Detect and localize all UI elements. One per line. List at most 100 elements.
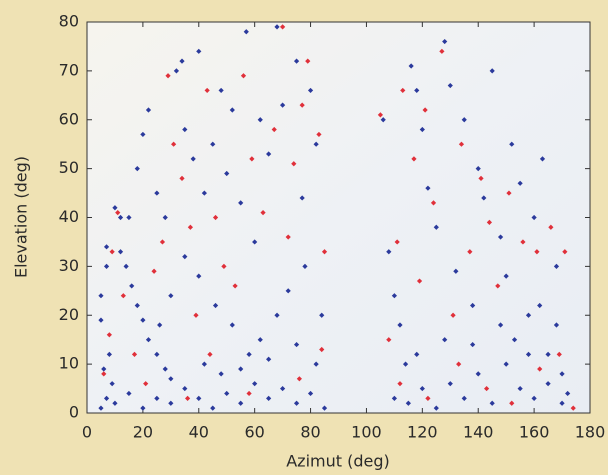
scatter-point bbox=[285, 234, 291, 240]
scatter-point bbox=[168, 376, 174, 382]
scatter-point bbox=[218, 87, 224, 94]
scatter-point bbox=[182, 126, 188, 133]
scatter-point bbox=[249, 156, 255, 162]
scatter-point bbox=[274, 24, 280, 30]
scatter-point bbox=[229, 107, 235, 113]
scatter-point bbox=[210, 141, 216, 147]
scatter-point bbox=[140, 405, 146, 411]
scatter-point bbox=[154, 190, 160, 196]
scatter-point bbox=[257, 337, 263, 343]
scatter-point bbox=[131, 351, 138, 357]
scatter-point bbox=[280, 102, 286, 108]
y-tick-label: 60 bbox=[59, 109, 79, 128]
scatter-point bbox=[545, 351, 551, 357]
scatter-point bbox=[154, 395, 160, 401]
scatter-point bbox=[123, 263, 129, 269]
scatter-point bbox=[171, 141, 177, 147]
scatter-point bbox=[391, 395, 397, 401]
scatter-point bbox=[495, 283, 501, 289]
scatter-point bbox=[453, 268, 459, 274]
scatter-point bbox=[293, 400, 300, 406]
scatter-point bbox=[467, 249, 473, 255]
scatter-point bbox=[380, 117, 386, 123]
scatter-point bbox=[201, 361, 207, 367]
scatter-point bbox=[377, 112, 384, 118]
scatter-point bbox=[117, 214, 124, 221]
scatter-point bbox=[257, 117, 263, 123]
scatter-point bbox=[134, 302, 140, 309]
scatter-point bbox=[120, 293, 126, 299]
scatter-point bbox=[503, 273, 509, 279]
scatter-point bbox=[562, 249, 568, 255]
scatter-point bbox=[246, 390, 252, 397]
scatter-point bbox=[402, 361, 409, 367]
scatter-point bbox=[168, 400, 174, 406]
scatter-point bbox=[159, 239, 166, 245]
scatter-point bbox=[531, 214, 537, 221]
scatter-point bbox=[305, 58, 311, 64]
x-tick-label: 160 bbox=[519, 423, 550, 442]
x-tick-label: 0 bbox=[82, 423, 92, 442]
scatter-point bbox=[531, 395, 537, 401]
scatter-point bbox=[548, 224, 554, 230]
scatter-point bbox=[196, 395, 202, 401]
scatter-point bbox=[470, 302, 476, 309]
scatter-point bbox=[425, 185, 431, 191]
scatter-point bbox=[212, 302, 219, 309]
scatter-point bbox=[204, 87, 210, 94]
scatter-point bbox=[238, 400, 244, 406]
scatter-point bbox=[207, 351, 213, 357]
scatter-point bbox=[456, 361, 462, 367]
x-tick-label: 60 bbox=[244, 423, 264, 442]
x-tick-label: 80 bbox=[300, 423, 320, 442]
scatter-point bbox=[489, 400, 495, 406]
scatter-point bbox=[201, 190, 207, 196]
scatter-point bbox=[450, 312, 456, 318]
scatter-point bbox=[246, 351, 252, 357]
scatter-point bbox=[296, 376, 302, 382]
scatter-point bbox=[447, 82, 453, 89]
scatter-point bbox=[433, 405, 439, 411]
y-axis-label: Elevation (deg) bbox=[12, 156, 31, 278]
scatter-point bbox=[140, 131, 146, 138]
scatter-point bbox=[419, 126, 425, 133]
scatter-point bbox=[422, 107, 428, 113]
scatter-point bbox=[416, 278, 423, 284]
scatter-point bbox=[430, 200, 437, 206]
scatter-point bbox=[221, 263, 227, 269]
scatter-point bbox=[321, 249, 328, 255]
scatter-point bbox=[319, 346, 325, 353]
scatter-point bbox=[252, 239, 258, 245]
scatter-point bbox=[238, 200, 244, 206]
scatter-point bbox=[307, 87, 314, 94]
scatter-point bbox=[106, 332, 112, 338]
scatter-point bbox=[129, 283, 135, 289]
scatter-point bbox=[293, 58, 300, 64]
scatter-point bbox=[98, 317, 104, 323]
scatter-point bbox=[461, 117, 467, 123]
scatter-point bbox=[109, 249, 115, 255]
scatter-point bbox=[517, 180, 523, 186]
y-tick-label: 70 bbox=[59, 60, 79, 79]
scatter-point bbox=[182, 385, 188, 392]
scatter-point bbox=[559, 371, 565, 377]
scatter-point bbox=[140, 317, 146, 323]
scatter-point bbox=[112, 400, 118, 406]
scatter-point bbox=[509, 400, 515, 406]
scatter-point bbox=[545, 381, 551, 387]
scatter-point bbox=[240, 73, 247, 79]
x-tick-label: 140 bbox=[463, 423, 494, 442]
scatter-point bbox=[405, 400, 411, 406]
scatter-point bbox=[145, 107, 152, 113]
scatter-point bbox=[553, 263, 560, 269]
scatter-point bbox=[400, 87, 406, 94]
scatter-point bbox=[386, 249, 392, 255]
scatter-point bbox=[115, 210, 121, 216]
scatter-point bbox=[165, 73, 171, 79]
scatter-point bbox=[313, 141, 319, 147]
scatter-point bbox=[565, 390, 571, 397]
y-tick-label: 0 bbox=[69, 403, 79, 422]
y-tick-label: 50 bbox=[59, 158, 79, 177]
scatter-point bbox=[525, 312, 532, 318]
scatter-point bbox=[475, 371, 481, 377]
